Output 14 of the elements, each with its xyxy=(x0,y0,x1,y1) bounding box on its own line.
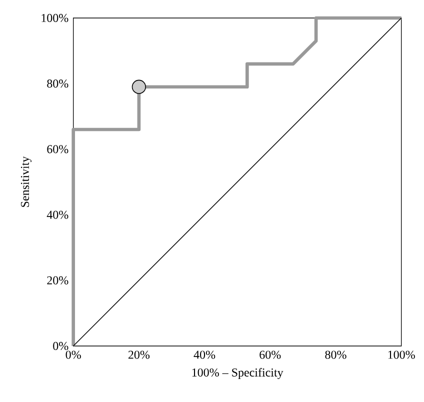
x-tick-label: 60% xyxy=(260,350,281,359)
y-tick-label: 20% xyxy=(47,276,68,284)
y-tick-label: 60% xyxy=(47,145,68,154)
x-tick-label: 80% xyxy=(325,350,346,359)
y-tick-label: 80% xyxy=(47,80,68,88)
x-tick-label: 20% xyxy=(128,350,150,359)
y-tick-label: 40% xyxy=(46,210,68,219)
x-tick-label: 40% xyxy=(194,350,216,359)
x-axis-title: 100% – Specificity xyxy=(192,368,284,380)
y-tick-label: 0% xyxy=(53,342,68,350)
x-tick-label: 100% xyxy=(388,350,415,359)
y-tick-label: 100% xyxy=(42,14,68,22)
x-tick-label: 0% xyxy=(66,350,81,359)
y-axis-title: Sensitivity xyxy=(20,156,32,207)
